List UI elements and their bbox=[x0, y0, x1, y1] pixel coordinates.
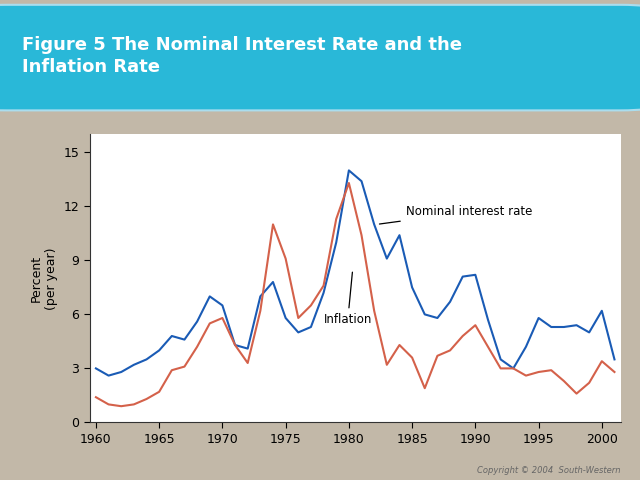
Text: Copyright © 2004  South-Western: Copyright © 2004 South-Western bbox=[477, 466, 621, 475]
Y-axis label: Percent
(per year): Percent (per year) bbox=[29, 247, 58, 310]
Text: Inflation: Inflation bbox=[324, 272, 372, 326]
FancyBboxPatch shape bbox=[0, 5, 640, 110]
Text: Figure 5 The Nominal Interest Rate and the
Inflation Rate: Figure 5 The Nominal Interest Rate and t… bbox=[22, 36, 462, 76]
Text: Nominal interest rate: Nominal interest rate bbox=[380, 205, 532, 224]
